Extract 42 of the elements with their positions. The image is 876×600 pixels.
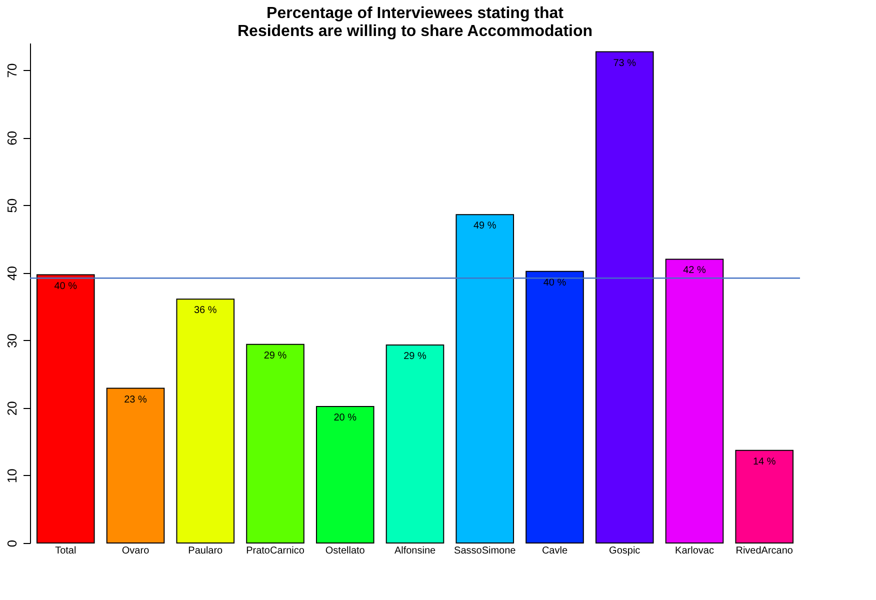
data-label: 29 % (404, 351, 427, 362)
data-label: 23 % (124, 394, 148, 406)
bar (246, 344, 304, 544)
x-tick-label: Ovaro (122, 546, 150, 556)
bar (665, 258, 724, 544)
y-tick-label: 60 (4, 130, 20, 146)
bar (456, 214, 514, 544)
x-tick-label: Gospic (609, 546, 640, 556)
bar (36, 274, 95, 544)
y-tick-label: 70 (4, 63, 20, 78)
y-tick-label: 10 (4, 468, 20, 484)
bar (176, 298, 235, 544)
bar (526, 270, 584, 544)
data-label: 29 % (264, 350, 287, 362)
bar (595, 51, 654, 544)
data-label: 42 % (683, 265, 706, 276)
x-tick-label: Paularo (188, 546, 224, 556)
chart-title: Percentage of Interviewees stating that Residents are willing to share Accommodation (237, 5, 593, 40)
bar (106, 388, 165, 544)
x-tick-label: Cavle (542, 546, 568, 556)
y-tick-label: 30 (4, 334, 20, 348)
x-tick-label: Ostellato (325, 546, 366, 556)
data-label: 40 % (54, 280, 78, 292)
x-tick-label: RivedArcano (736, 546, 794, 556)
data-label: 49 % (473, 220, 496, 232)
data-label: 40 % (543, 277, 566, 288)
data-label: 20 % (334, 412, 357, 424)
x-tick-label: SassoSimone (454, 546, 516, 556)
bar (386, 344, 444, 544)
data-label: 36 % (194, 305, 217, 316)
x-tick-label: PratoCarnico (246, 546, 305, 556)
data-label: 73 % (613, 58, 636, 69)
y-tick-label: 20 (4, 401, 20, 416)
y-tick-label: 40 (4, 266, 20, 280)
x-tick-label: Karlovac (675, 546, 714, 556)
data-label: 14 % (752, 456, 776, 468)
y-tick-label: 50 (4, 198, 20, 213)
bar (735, 450, 794, 544)
bar (316, 406, 374, 544)
y-tick-label: 0 (4, 540, 20, 548)
x-tick-label: Total (55, 546, 76, 556)
x-tick-label: Alfonsine (394, 546, 436, 556)
